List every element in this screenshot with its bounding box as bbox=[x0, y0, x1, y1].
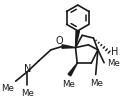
Text: Me: Me bbox=[62, 80, 75, 88]
Text: H: H bbox=[111, 47, 119, 57]
Text: Me: Me bbox=[2, 84, 15, 93]
Text: Me: Me bbox=[107, 59, 120, 68]
Polygon shape bbox=[68, 63, 77, 76]
Text: O: O bbox=[55, 36, 63, 46]
Text: Me: Me bbox=[22, 89, 34, 98]
Polygon shape bbox=[62, 45, 76, 48]
Polygon shape bbox=[76, 31, 79, 48]
Text: Me: Me bbox=[90, 79, 103, 88]
Text: N: N bbox=[24, 64, 32, 74]
